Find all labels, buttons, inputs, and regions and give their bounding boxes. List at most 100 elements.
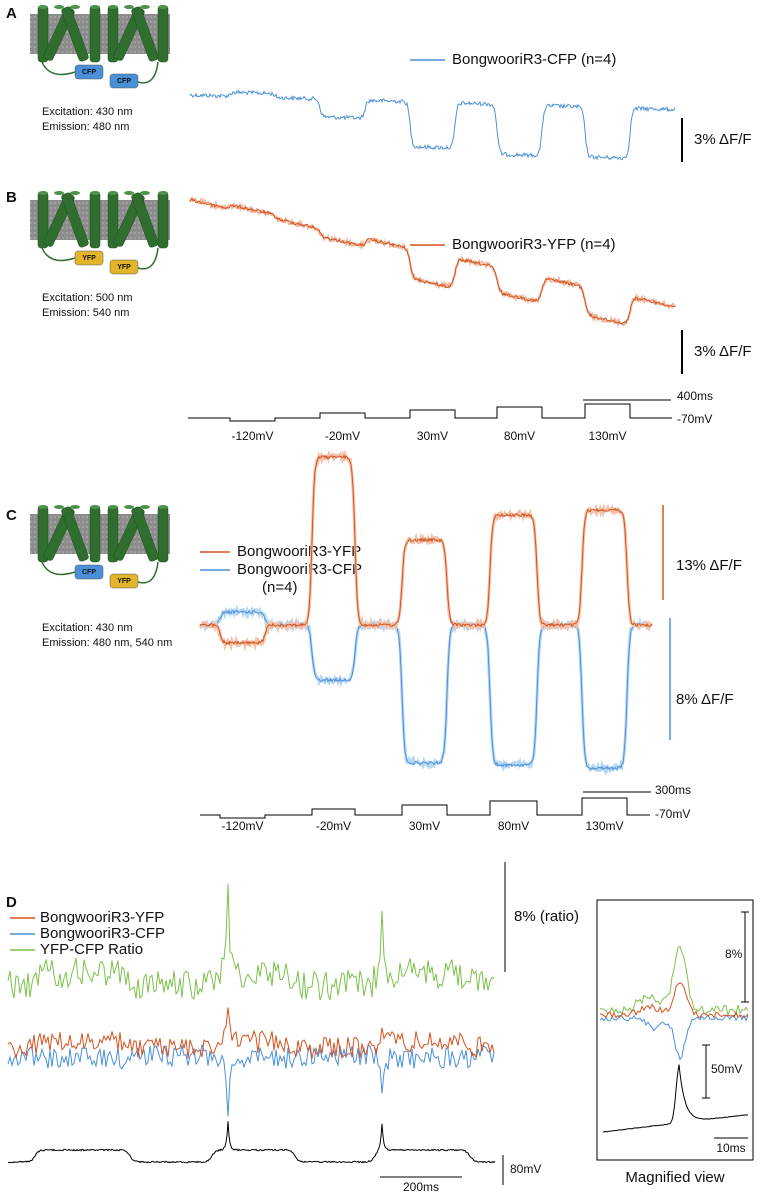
linker	[41, 61, 76, 76]
helix-top	[158, 191, 168, 195]
helix-top	[90, 5, 100, 9]
excitation: Excitation: 500 nm	[42, 292, 133, 304]
panel-label: A	[6, 5, 17, 22]
voltage-protocol	[200, 797, 650, 819]
helix-top	[158, 5, 168, 9]
voltage-step: 30mV	[417, 429, 448, 443]
panel-label: B	[6, 189, 17, 206]
yfp-trace	[189, 198, 676, 325]
voltage-step: -20mV	[325, 429, 360, 443]
linker	[137, 561, 159, 584]
helix	[61, 192, 89, 248]
emission: Emission: 540 nm	[42, 307, 129, 319]
voltage-step: 130mV	[585, 819, 623, 833]
fluorophore	[74, 64, 104, 80]
cfp-trace	[599, 1014, 749, 1061]
scale-label: 3% ΔF/F	[694, 131, 752, 148]
scale-label: 8% ΔF/F	[676, 691, 734, 708]
linker	[137, 247, 159, 270]
helix-top	[38, 5, 48, 9]
panel-label: D	[6, 894, 17, 911]
voltage-step: -20mV	[316, 819, 351, 833]
helix	[157, 191, 169, 249]
helix-top	[140, 5, 150, 9]
voltage-step: 80mV	[504, 429, 535, 443]
ratio-trace	[599, 945, 749, 1017]
voltage-trace	[603, 1064, 749, 1133]
voltage-trace	[7, 1121, 496, 1164]
time-label: 200ms	[403, 1180, 439, 1194]
fluorophore-label: CFP	[117, 78, 131, 85]
legend-entry: BongwooriR3-YFP	[237, 543, 361, 560]
helix-top	[70, 191, 80, 195]
helix-top	[140, 191, 150, 195]
helix-top	[108, 191, 118, 195]
legend-entry: BongwooriR3-CFP	[237, 561, 362, 578]
legend-note: (n=4)	[262, 579, 297, 596]
helix-top	[54, 5, 64, 9]
time-label: 10ms	[716, 1141, 745, 1155]
time-label: 300ms	[655, 783, 691, 797]
scale-label: 8% (ratio)	[514, 908, 579, 925]
fluorophore-label: CFP	[82, 69, 96, 76]
helix-top	[90, 191, 100, 195]
emission: Emission: 480 nm, 540 nm	[42, 637, 172, 649]
linker	[137, 61, 159, 84]
legend-entry: BongwooriR3-CFP (n=4)	[452, 51, 616, 68]
helix	[89, 505, 101, 563]
legend-entry: BongwooriR3-YFP (n=4)	[452, 236, 616, 253]
helix-top	[54, 191, 64, 195]
voltage-step: 30mV	[409, 819, 440, 833]
inset-caption: Magnified view	[625, 1169, 724, 1186]
voltage-protocol	[188, 403, 672, 422]
holding-label: -70mV	[655, 807, 690, 821]
voltage-step: -120mV	[231, 429, 273, 443]
yfp-trace	[599, 982, 749, 1019]
helix	[131, 192, 159, 248]
emission: Emission: 480 nm	[42, 121, 129, 133]
helix-top	[54, 505, 64, 509]
helix-top	[38, 191, 48, 195]
helix-top	[158, 505, 168, 509]
helix	[157, 5, 169, 63]
helix-top	[108, 5, 118, 9]
fluorophore-label: YFP	[82, 255, 96, 262]
yfp-trace	[199, 454, 653, 646]
excitation: Excitation: 430 nm	[42, 106, 133, 118]
fluorophore	[74, 564, 104, 580]
voltage-step: 130mV	[588, 429, 626, 443]
voltage-step: -120mV	[221, 819, 263, 833]
helix	[131, 6, 159, 62]
scale-label: 8%	[725, 947, 743, 961]
helix-top	[90, 505, 100, 509]
helix-top	[70, 5, 80, 9]
fluorophore-label: CFP	[82, 569, 96, 576]
scale-label: 80mV	[510, 1162, 541, 1176]
inset-frame	[596, 899, 754, 1161]
cfp-trace	[189, 89, 676, 161]
scale-label: 3% ΔF/F	[694, 343, 752, 360]
helix-top	[140, 505, 150, 509]
time-label: 400ms	[677, 389, 713, 403]
cfp-trace	[7, 1044, 495, 1117]
legend-entry: BongwooriR3-YFP	[40, 909, 164, 926]
excitation: Excitation: 430 nm	[42, 622, 133, 634]
fluorophore-label: YFP	[117, 264, 131, 271]
yfp-trace	[7, 1007, 495, 1059]
yfp-sem	[189, 196, 676, 329]
helix-top	[38, 505, 48, 509]
voltage-step: 80mV	[498, 819, 529, 833]
fluorophore	[109, 573, 139, 589]
holding-label: -70mV	[677, 412, 712, 426]
fluorophore-label: YFP	[117, 578, 131, 585]
helix-top	[108, 505, 118, 509]
scale-label: 50mV	[711, 1062, 742, 1076]
helix-top	[124, 5, 134, 9]
linker	[41, 561, 76, 576]
helix-top	[70, 505, 80, 509]
helix-top	[124, 505, 134, 509]
helix	[89, 191, 101, 249]
panel-label: C	[6, 507, 17, 524]
